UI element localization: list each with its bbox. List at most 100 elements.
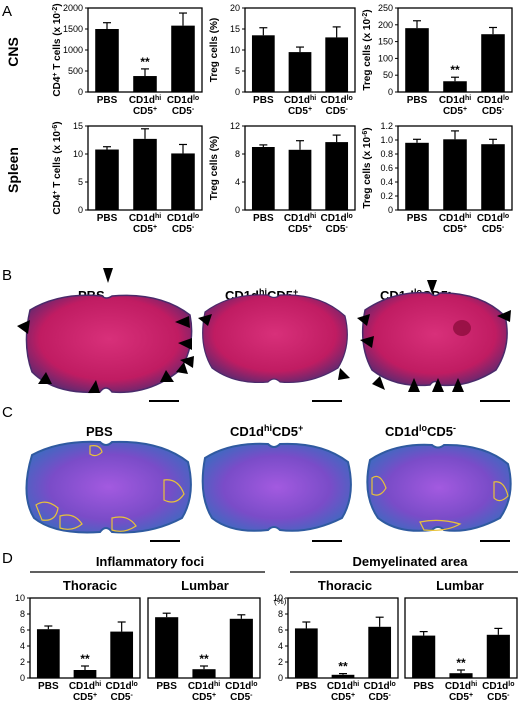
arrowhead <box>408 378 420 392</box>
bar <box>443 139 467 210</box>
y-tick-label: 0 <box>278 673 283 683</box>
tick-label-main: CD1d <box>320 213 346 224</box>
tick-label: PBS <box>413 681 434 692</box>
tick-label-main: CD1d <box>320 95 346 106</box>
tick-label: CD5- <box>482 224 505 236</box>
tick-label-sup: lo <box>347 95 353 102</box>
arrowhead <box>497 310 511 322</box>
tick-label-sup: - <box>192 224 195 231</box>
tick-label-main: CD5 <box>368 692 388 703</box>
tick-label: CD1dlo <box>477 95 509 107</box>
tick-label-main: CD5 <box>172 106 192 117</box>
tick-label-sup: lo <box>503 95 509 102</box>
bar <box>481 34 505 92</box>
tick-label: CD5- <box>368 692 391 704</box>
bar <box>331 674 355 678</box>
tick-label-sup: - <box>346 224 349 231</box>
y-tick-label: 5 <box>235 66 240 76</box>
tick-label-sup: + <box>153 106 157 113</box>
bar <box>133 76 157 92</box>
y-tick-label: 200 <box>378 20 393 30</box>
label-sup: + <box>52 72 59 76</box>
y-tick-label: 1500 <box>63 24 83 34</box>
bar <box>36 629 60 678</box>
label-part: ) <box>52 3 63 6</box>
tick-label-sup: hi <box>465 213 471 220</box>
y-tick-label: 50 <box>383 70 393 80</box>
y-tick-label: 100 <box>378 53 393 63</box>
tick-label: CD5+ <box>443 106 467 118</box>
bar <box>368 626 392 678</box>
y-tick-label: 250 <box>378 3 393 13</box>
label-sup: -2 <box>52 7 59 13</box>
y-tick-label: 2 <box>278 657 283 667</box>
group-header-demyelinated: Demyelinated area <box>353 554 469 569</box>
y-tick-label: 1000 <box>63 45 83 55</box>
tick-label-sup: + <box>463 224 467 231</box>
y-tick-label: 0.8 <box>380 149 393 159</box>
tick-label: CD1dhi <box>445 681 477 693</box>
significance-mark: ** <box>456 656 466 670</box>
tick-label-sup: - <box>389 692 392 699</box>
tick-label: PBS <box>38 681 59 692</box>
tick-label-main: CD5 <box>482 106 502 117</box>
y-tick-label: 500 <box>68 66 83 76</box>
tick-label-sup: + <box>212 692 216 699</box>
tick-label-main: CD1d <box>477 95 503 106</box>
y-axis-label: Treg cells (%) <box>209 18 220 82</box>
label-sup: + <box>52 190 59 194</box>
tick-label: CD5- <box>325 224 348 236</box>
tick-label-sup: hi <box>95 681 101 688</box>
tick-label-sup: lo <box>193 213 199 220</box>
label-part: T cells (x 10 <box>52 131 63 191</box>
tick-label: CD1dhi <box>129 213 161 225</box>
sub-header-lumbar: Lumbar <box>436 578 484 593</box>
tick-label: PBS <box>253 213 274 224</box>
tick-label: CD5+ <box>73 692 97 704</box>
tick-label: CD5+ <box>133 106 157 118</box>
tick-label-sup: + <box>93 692 97 699</box>
bar <box>325 142 349 210</box>
y-tick-label: 2 <box>20 657 25 667</box>
y-axis-label: CD4+ T cells (x 10-6) <box>52 121 64 214</box>
y-tick-label: 0 <box>235 205 240 215</box>
bar <box>288 52 312 92</box>
panel-d-headers: Inflammatory foci Demyelinated area Thor… <box>30 554 518 606</box>
panel-a-charts: 0500100015002000PBS**CD1dhiCD5+CD1dloCD5… <box>52 3 513 235</box>
focus-outline <box>35 501 59 521</box>
significance-mark: ** <box>450 63 460 77</box>
arrowhead <box>103 268 113 283</box>
tick-label-sup: + <box>469 692 473 699</box>
arrowhead <box>357 314 370 326</box>
tick-label-sup: + <box>308 106 312 113</box>
y-tick-label: 10 <box>73 149 83 159</box>
panel-letter-a: A <box>2 3 12 20</box>
tick-label-sup: - <box>346 106 349 113</box>
panel-letter-c: C <box>2 404 13 421</box>
tick-label: CD1dhi <box>439 213 471 225</box>
tick-label-main: CD1d <box>225 681 251 692</box>
focus-outline <box>493 481 509 502</box>
tick-label-sup: lo <box>132 681 138 688</box>
tick-label-main: CD1d <box>482 681 508 692</box>
bar <box>171 153 195 210</box>
panel-c-title-pbs: PBS <box>86 424 113 439</box>
tick-label: CD1dlo <box>320 95 352 107</box>
y-tick-label: 6 <box>20 625 25 635</box>
tick-label-main: CD5 <box>288 106 308 117</box>
tick-label-main: CD1d <box>439 213 465 224</box>
tick-label-main: CD5 <box>133 224 153 235</box>
tick-label: PBS <box>407 213 428 224</box>
y-tick-label: 5 <box>78 177 83 187</box>
tick-label: PBS <box>156 681 177 692</box>
tick-label-main: CD1d <box>327 681 353 692</box>
tick-label-main: CD1d <box>69 681 95 692</box>
panel-letter-d: D <box>2 550 13 567</box>
tick-label-main: CD1d <box>477 213 503 224</box>
tick-label: CD5- <box>172 224 195 236</box>
label-sup: -2 <box>362 13 369 19</box>
